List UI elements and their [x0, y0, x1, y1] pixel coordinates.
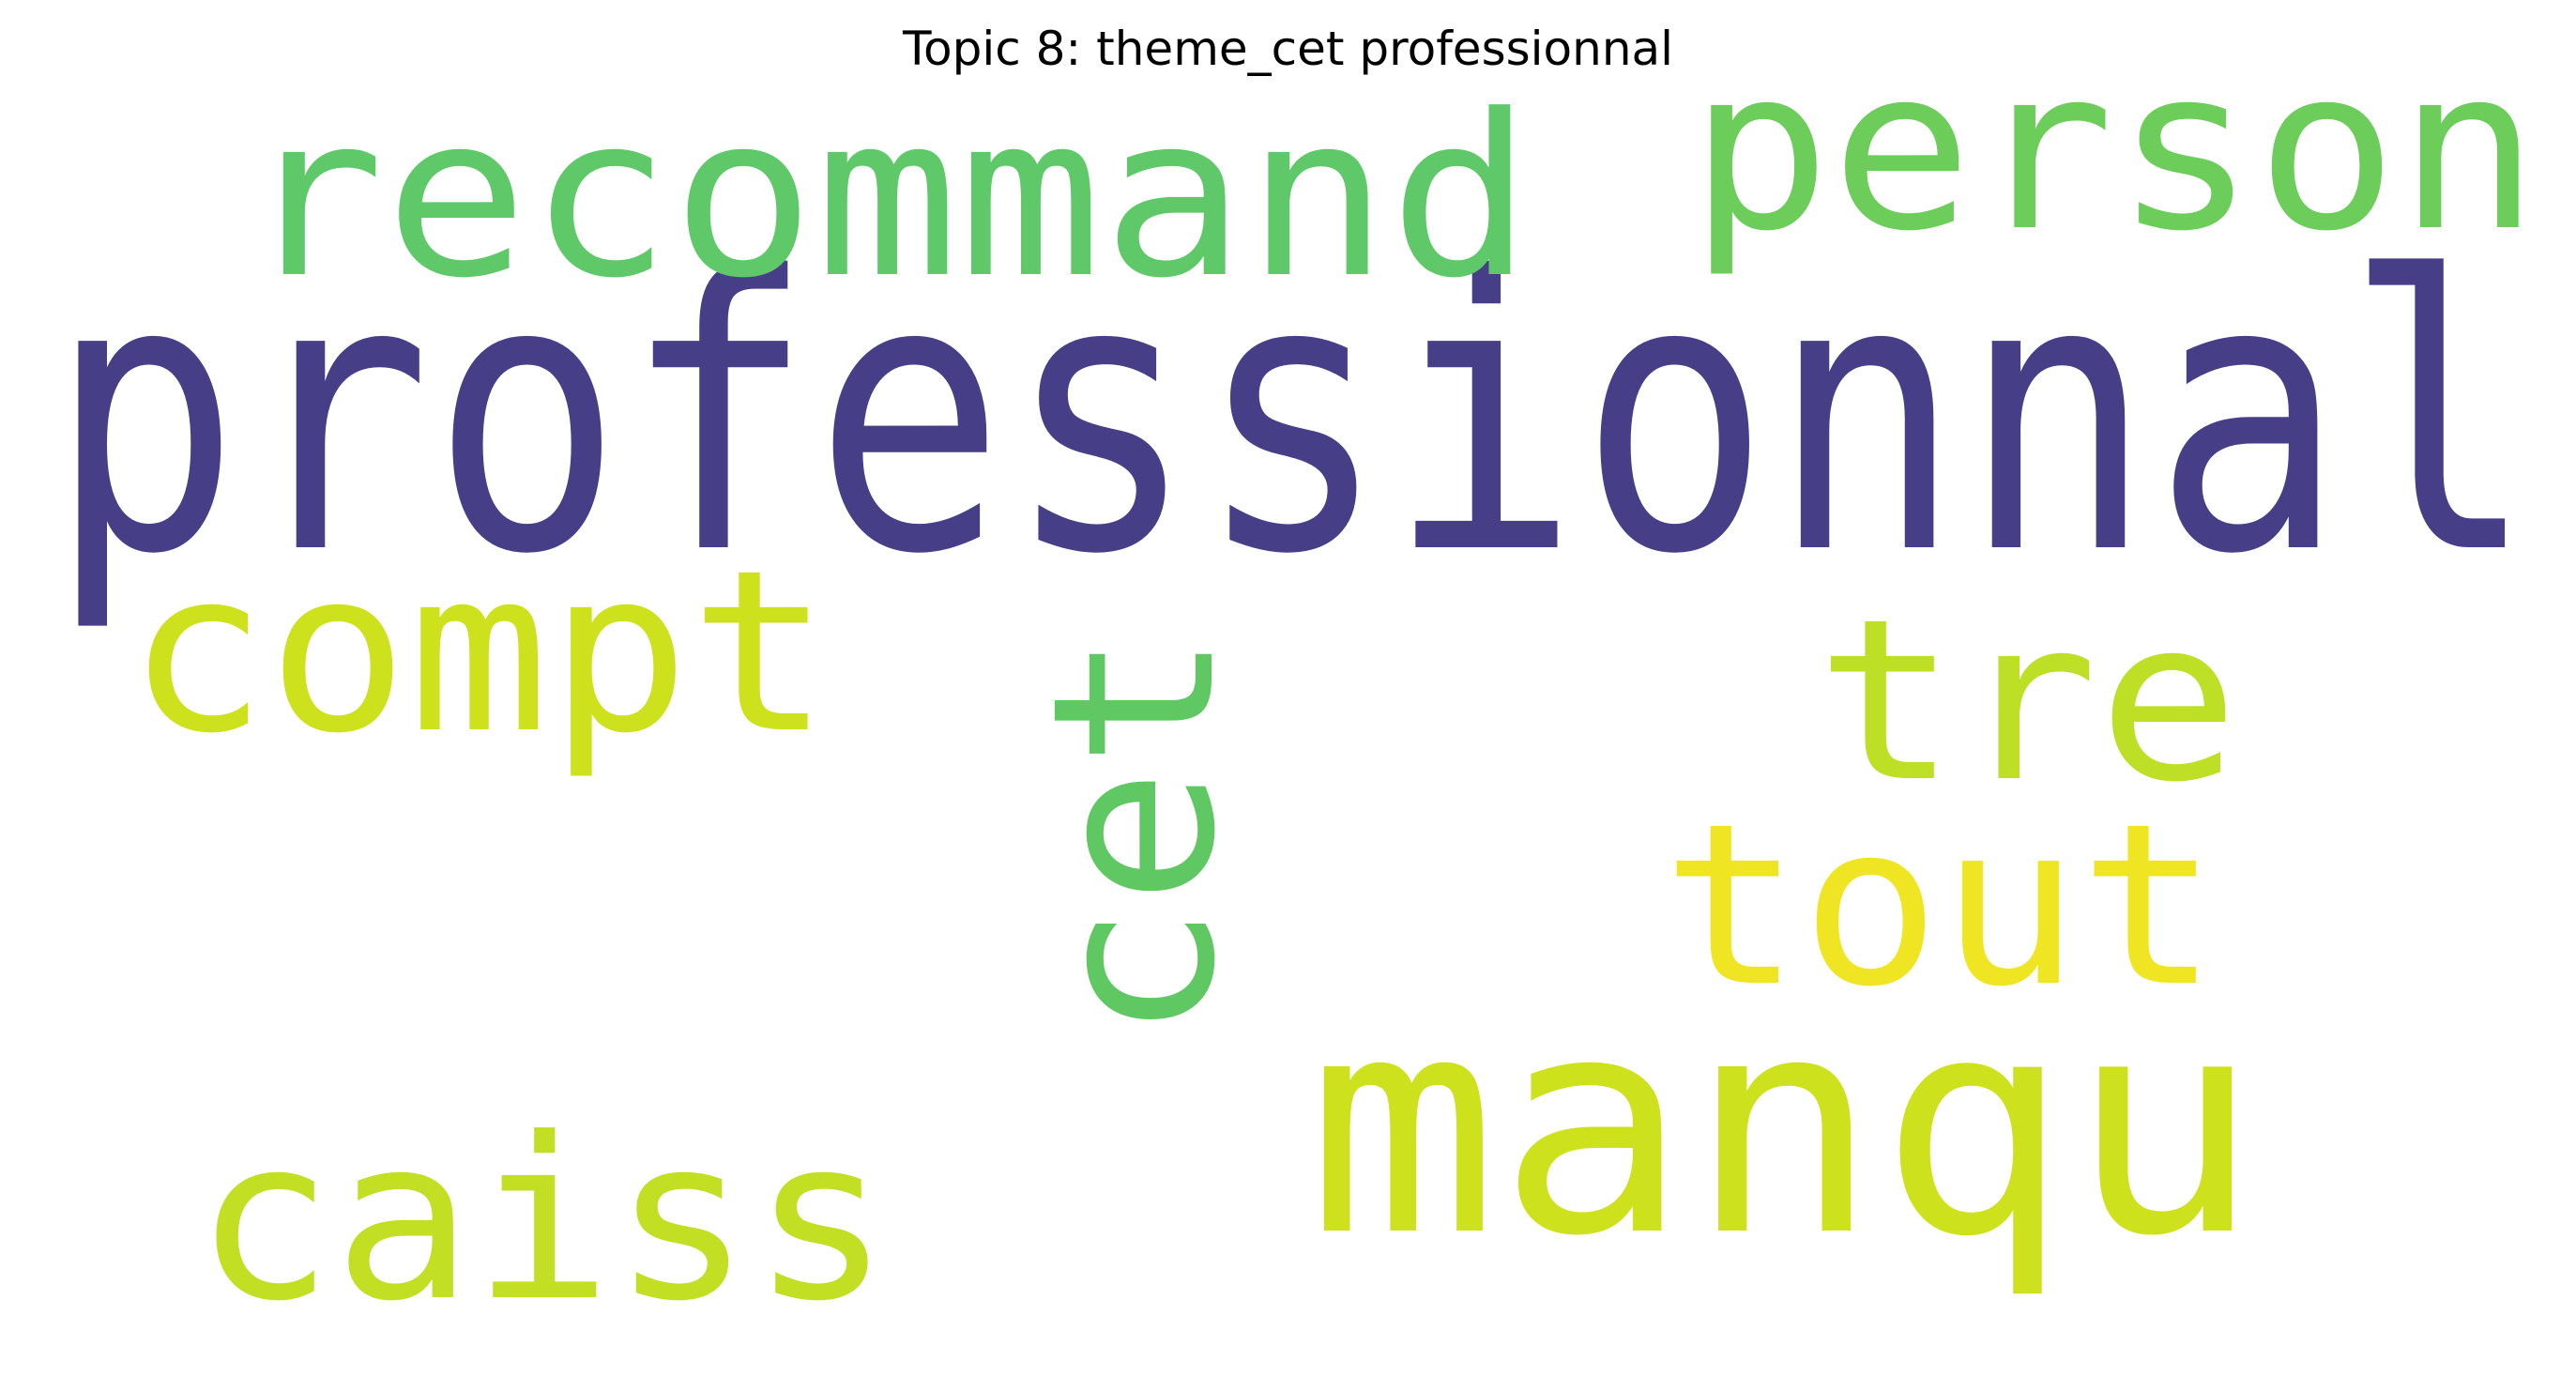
word-professionnal: professionnal — [49, 197, 2536, 636]
word-caiss: caiss — [194, 1091, 891, 1351]
word-tre: tre — [1816, 572, 2239, 832]
word-manqu: manqu — [1307, 953, 2260, 1302]
word-compt: compt — [127, 523, 831, 783]
word-recommand: recommand — [241, 68, 1532, 328]
figure-title: Topic 8: theme_cet professionnal — [902, 22, 1674, 76]
word-tout: tout — [1662, 776, 2218, 1036]
word-person: person — [1689, 21, 2539, 281]
word-cet: cet — [1005, 632, 1265, 1041]
